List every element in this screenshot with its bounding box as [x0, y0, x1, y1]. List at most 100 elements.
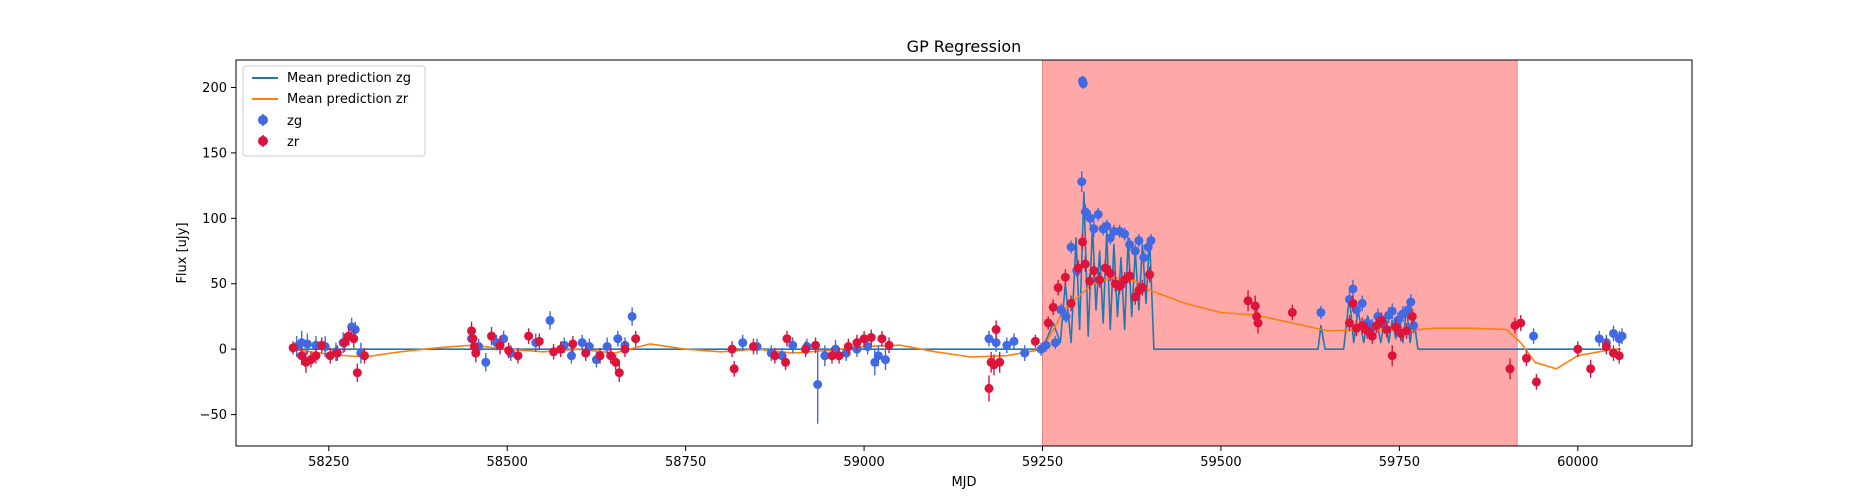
- zr-point: [801, 345, 810, 354]
- zr-point: [782, 334, 791, 343]
- zg-point: [738, 338, 747, 347]
- zr-point: [984, 384, 993, 393]
- y-tick-label: 0: [219, 343, 227, 358]
- zg-point: [628, 312, 637, 321]
- zr-point: [1254, 319, 1263, 328]
- zr-point: [311, 351, 320, 360]
- zr-point: [467, 326, 476, 335]
- zr-point: [471, 349, 480, 358]
- zr-point: [556, 345, 565, 354]
- zr-point: [1573, 345, 1582, 354]
- y-tick-label: 150: [202, 146, 227, 161]
- zg-point: [1139, 253, 1148, 262]
- zg-point: [1120, 230, 1129, 239]
- zg-point: [1131, 247, 1140, 256]
- zr-point: [631, 334, 640, 343]
- zg-point: [1316, 308, 1325, 317]
- zr-point: [487, 332, 496, 341]
- zr-point: [1125, 271, 1134, 280]
- zr-point: [1348, 299, 1357, 308]
- zr-point: [1138, 283, 1147, 292]
- zr-point: [781, 358, 790, 367]
- zg-point: [1079, 79, 1088, 88]
- zg-point: [992, 338, 1001, 347]
- y-axis-label: Flux [uJy]: [175, 222, 190, 283]
- zg-point: [1134, 236, 1143, 245]
- zr-point: [1078, 237, 1087, 246]
- zg-point: [1062, 312, 1071, 321]
- zr-point: [504, 346, 513, 355]
- zg-point: [1051, 338, 1060, 347]
- zr-point: [1615, 351, 1624, 360]
- y-tick-label: −50: [200, 408, 227, 423]
- zg-point: [1406, 298, 1415, 307]
- zg-point: [1146, 236, 1155, 245]
- zr-point: [1095, 275, 1104, 284]
- zr-point: [1408, 312, 1417, 321]
- zr-point: [1288, 308, 1297, 317]
- zr-point: [360, 351, 369, 360]
- x-tick-label: 58250: [308, 455, 349, 470]
- zr-point: [349, 334, 358, 343]
- zr-point: [596, 351, 605, 360]
- legend-label-zr-points: zr: [287, 135, 300, 150]
- zr-point: [749, 342, 758, 351]
- zr-point: [289, 343, 298, 352]
- zr-point: [620, 345, 629, 354]
- zr-point: [524, 332, 533, 341]
- zr-point: [468, 334, 477, 343]
- zg-point: [1358, 299, 1367, 308]
- zr-point: [1106, 269, 1115, 278]
- zr-point: [1085, 277, 1094, 286]
- zr-point: [496, 341, 505, 350]
- x-tick-label: 59500: [1200, 455, 1241, 470]
- zg-point: [613, 334, 622, 343]
- zr-point: [581, 349, 590, 358]
- x-tick-label: 59250: [1022, 455, 1063, 470]
- zg-point: [1020, 349, 1029, 358]
- zg-point: [1529, 332, 1538, 341]
- y-tick-label: 50: [210, 277, 227, 292]
- zr-point: [615, 368, 624, 377]
- zr-point: [835, 351, 844, 360]
- zr-point: [1506, 364, 1515, 373]
- zg-point: [1618, 332, 1627, 341]
- zg-point: [303, 339, 312, 348]
- x-axis-label: MJD: [951, 475, 976, 490]
- zr-point: [844, 342, 853, 351]
- zr-point: [1602, 342, 1611, 351]
- zr-point: [770, 351, 779, 360]
- zr-point: [1031, 337, 1040, 346]
- zg-point: [813, 380, 822, 389]
- zr-point: [1382, 325, 1391, 334]
- zr-point: [885, 341, 894, 350]
- zr-point: [877, 334, 886, 343]
- zr-point: [1089, 266, 1098, 275]
- zr-point: [1402, 326, 1411, 335]
- x-axis: 58250 58500 58750 59000 59250 59500 59750 60000: [308, 446, 1598, 470]
- zg-point: [567, 351, 576, 360]
- zg-point: [1067, 243, 1076, 252]
- zr-point: [1054, 283, 1063, 292]
- zr-point: [1532, 377, 1541, 386]
- y-axis: −50 0 50 100 150 200: [200, 81, 236, 423]
- zr-point: [995, 358, 1004, 367]
- zr-point: [1388, 351, 1397, 360]
- zr-point: [1049, 303, 1058, 312]
- x-tick-label: 59000: [843, 455, 884, 470]
- x-tick-label: 59750: [1379, 455, 1420, 470]
- zr-point: [568, 339, 577, 348]
- zg-point: [1077, 177, 1086, 186]
- legend-label-zg-line: Mean prediction zg: [287, 71, 411, 86]
- zg-point: [1388, 307, 1397, 316]
- zr-point: [535, 337, 544, 346]
- zr-point: [867, 333, 876, 342]
- zr-point: [1368, 332, 1377, 341]
- zr-point: [992, 325, 1001, 334]
- zr-point: [1145, 270, 1154, 279]
- legend: Mean prediction zg Mean prediction zr zg…: [243, 66, 425, 156]
- y-tick-label: 100: [202, 212, 227, 227]
- zr-point: [1067, 299, 1076, 308]
- zr-point: [1081, 260, 1090, 269]
